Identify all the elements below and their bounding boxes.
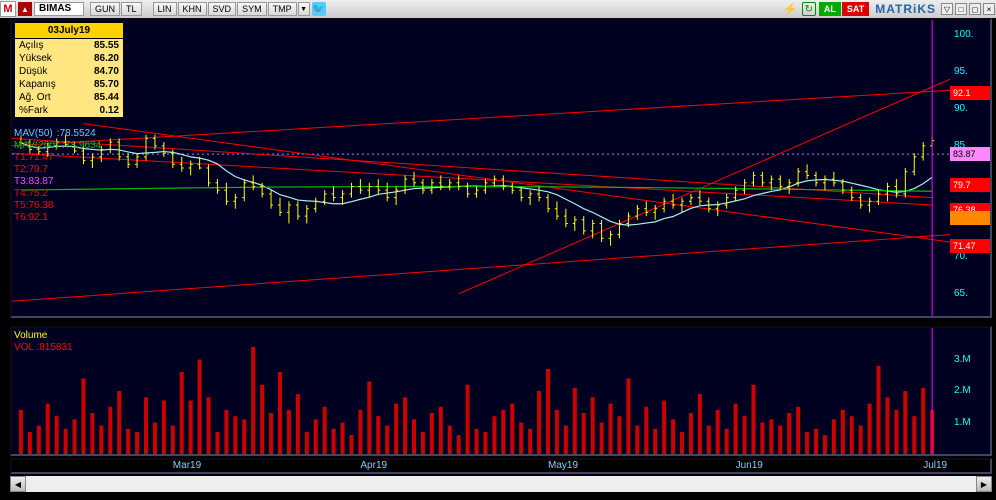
ohlc-date: 03July19	[15, 23, 123, 39]
twitter-icon[interactable]: 🐦	[312, 2, 326, 16]
indicator-label: T3:83.87	[14, 176, 101, 188]
indicator-labels: MAV(50):78.5524MAV(200):78.9634T1:71.47T…	[14, 128, 101, 224]
ohlc-row: Ağ. Ort85.44	[15, 91, 123, 104]
y-tick: 65.	[950, 288, 990, 299]
x-tick: Apr19	[360, 460, 387, 471]
window-maximize-icon[interactable]: ◻	[969, 3, 981, 15]
vol-y-tick: 3.M	[950, 354, 990, 365]
brand-label: MATRiKS	[875, 2, 936, 16]
volume-label: Volume	[14, 330, 73, 342]
price-chart[interactable]: 03July19 Açılış85.55Yüksek86.20Düşük84.7…	[10, 18, 992, 318]
sell-button[interactable]: SAT	[842, 2, 869, 16]
scroll-right-icon[interactable]: ▶	[976, 476, 992, 492]
buy-button[interactable]: AL	[819, 2, 841, 16]
indicator-label: MAV(200):78.9634	[14, 140, 101, 152]
x-tick: Mar19	[173, 460, 201, 471]
x-tick: Jun19	[736, 460, 763, 471]
volume-y-axis: 1.M 2.M 3.M	[950, 328, 990, 454]
y-tick: 90.	[950, 103, 990, 114]
toolbar-btn-sym[interactable]: SYM	[237, 2, 267, 16]
indicator-label: T1:71.47	[14, 152, 101, 164]
window-restore-icon[interactable]: □	[955, 3, 967, 15]
scroll-left-icon[interactable]: ◀	[10, 476, 26, 492]
ohlc-row: Düşük84.70	[15, 65, 123, 78]
toolbar: M ▲ BIMAS GUN TL LIN KHN SVD SYM TMP ▼ 🐦…	[0, 0, 996, 18]
y-tick: 95.	[950, 66, 990, 77]
vol-y-tick: 2.M	[950, 385, 990, 396]
ohlc-row: Yüksek86.20	[15, 52, 123, 65]
window-close-icon[interactable]: ×	[983, 3, 995, 15]
y-tick: 100.	[950, 29, 990, 40]
volume-chart[interactable]: VolumeVOL :815831 1.M 2.M 3.M	[10, 326, 992, 456]
ohlc-panel: 03July19 Açılış85.55Yüksek86.20Düşük84.7…	[14, 22, 124, 118]
indicator-label: T2:79.7	[14, 164, 101, 176]
toolbar-btn-lin[interactable]: LIN	[153, 2, 177, 16]
indicator-label: T5:76.38	[14, 200, 101, 212]
toolbar-btn-tmp[interactable]: TMP	[268, 2, 297, 16]
toolbar-btn-svd[interactable]: SVD	[208, 2, 237, 16]
mode-button[interactable]: ▲	[18, 2, 32, 16]
x-tick: May19	[548, 460, 578, 471]
indicator-label: T4:75.2	[14, 188, 101, 200]
indicator-label: MAV(50):78.5524	[14, 128, 101, 140]
volume-label: VOL :815831	[14, 342, 73, 354]
app-logo-icon: M	[0, 1, 16, 17]
price-marker: 71.47	[950, 239, 990, 253]
price-marker: 79.7	[950, 178, 990, 192]
ohlc-row: Kapanış85.70	[15, 78, 123, 91]
dropdown-icon[interactable]: ▼	[298, 2, 310, 16]
vol-y-tick: 1.M	[950, 417, 990, 428]
volume-labels: VolumeVOL :815831	[14, 330, 73, 354]
horizontal-scrollbar[interactable]: ◀ ▶	[10, 476, 992, 492]
ohlc-row: %Fark0.12	[15, 104, 123, 117]
toolbar-btn-gun[interactable]: GUN	[90, 2, 120, 16]
price-marker	[950, 211, 990, 225]
price-marker: 92.1	[950, 86, 990, 100]
toolbar-btn-tl[interactable]: TL	[121, 2, 142, 16]
price-y-axis: 65.70.75.80.85.90.95.100.	[950, 20, 990, 316]
time-axis: Mar19 Apr19 May19 Jun19 Jul19	[10, 458, 992, 474]
window-minimize-icon[interactable]: ▽	[941, 3, 953, 15]
indicator-label: T6:92.1	[14, 212, 101, 224]
ticker-input[interactable]: BIMAS	[34, 2, 84, 16]
x-tick: Jul19	[923, 460, 947, 471]
bolt-icon[interactable]: ⚡	[783, 2, 798, 16]
ohlc-row: Açılış85.55	[15, 39, 123, 52]
price-marker: 83.87	[950, 147, 990, 161]
refresh-icon[interactable]: ↻	[802, 2, 816, 16]
toolbar-btn-khn[interactable]: KHN	[178, 2, 207, 16]
